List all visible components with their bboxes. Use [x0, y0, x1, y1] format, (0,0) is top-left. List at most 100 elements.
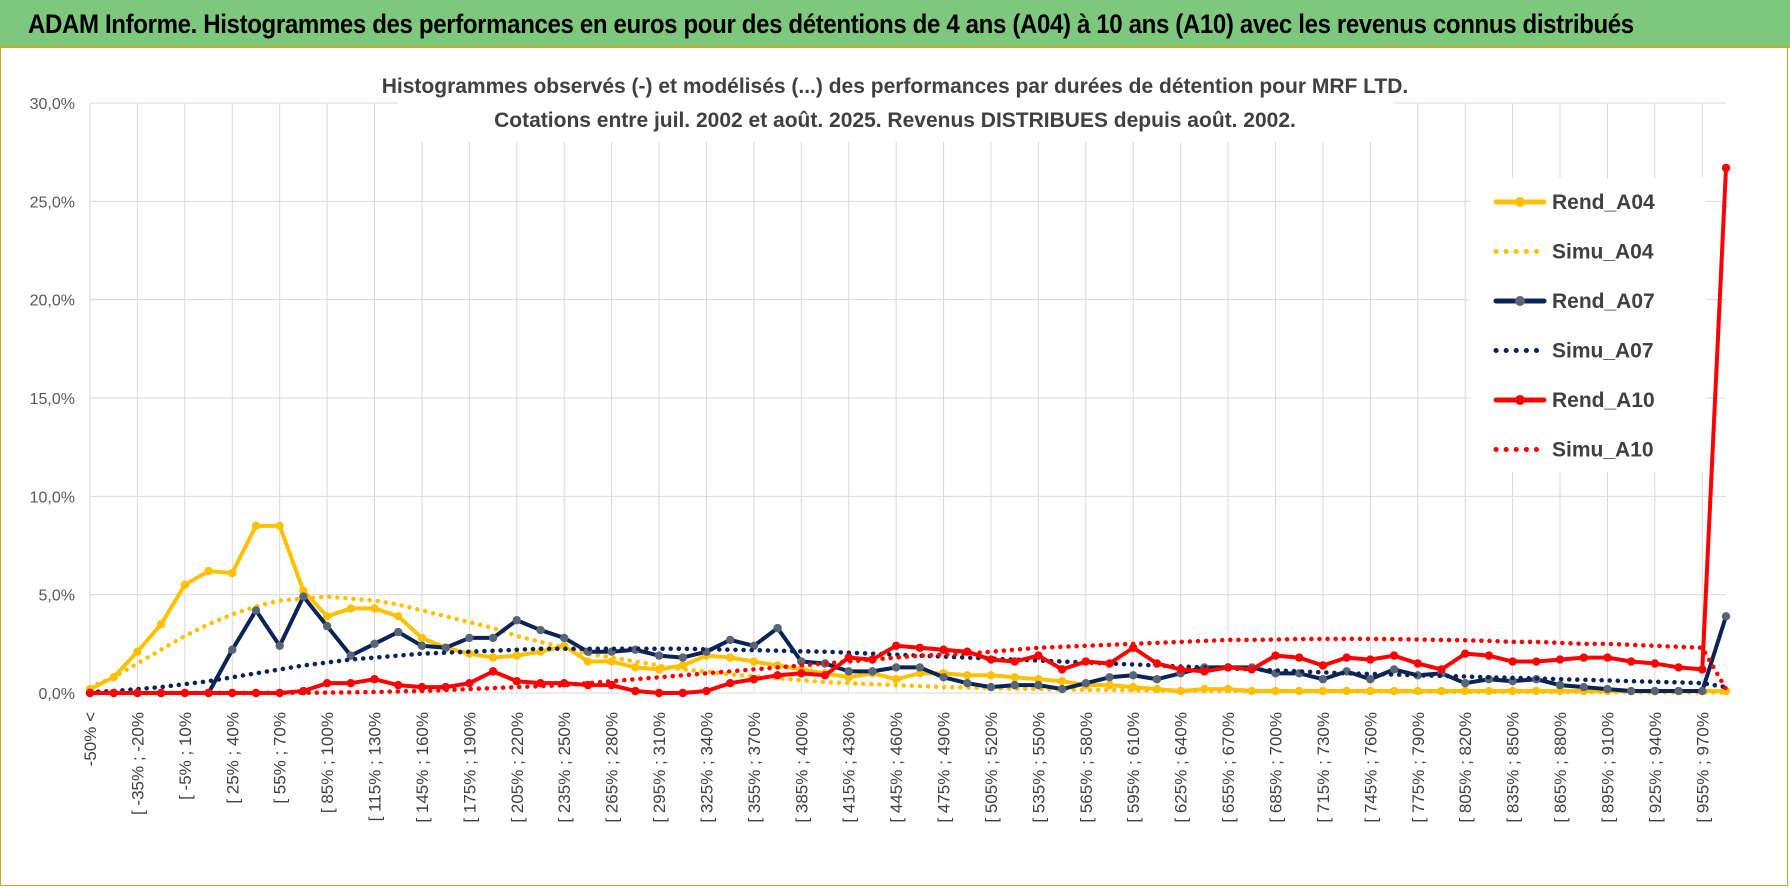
data-point: [1129, 671, 1138, 680]
data-point: [1555, 680, 1565, 690]
legend-label: Simu_A07: [1552, 340, 1654, 363]
data-point: [275, 521, 284, 531]
data-point: [204, 688, 213, 698]
data-point: [322, 678, 332, 688]
series-line: [87, 646, 1729, 695]
data-point: [1152, 659, 1162, 668]
x-tick-label: [ 355% ; 370%: [745, 712, 764, 823]
data-point: [1698, 665, 1707, 674]
x-tick-label: [ 55% ; 70%: [271, 712, 290, 804]
data-point: [797, 669, 806, 678]
data-point: [512, 651, 521, 660]
data-point: [1057, 684, 1067, 694]
y-tick-label: 10,0%: [30, 489, 75, 506]
data-point: [1413, 659, 1422, 668]
data-point: [322, 621, 332, 631]
data-point: [1105, 680, 1114, 690]
x-tick-label: [ 835% ; 850%: [1504, 712, 1523, 823]
data-point: [465, 678, 474, 688]
x-tick-label: [ 565% ; 580%: [1077, 712, 1096, 823]
chart-title-line-2: Cotations entre juil. 2002 et août. 2025…: [494, 109, 1296, 132]
data-point: [1721, 163, 1731, 173]
series-rend_a10: [85, 163, 1731, 698]
data-point: [1626, 686, 1636, 696]
data-point: [891, 663, 901, 672]
data-point: [204, 566, 213, 576]
data-point: [346, 604, 356, 613]
data-point: [986, 682, 996, 692]
x-tick-label: -50% <: [81, 712, 100, 766]
data-point: [180, 580, 190, 590]
data-point: [1342, 653, 1351, 662]
data-point: [1318, 675, 1328, 684]
x-tick-label: [ 445% ; 460%: [887, 712, 906, 823]
data-point: [1034, 651, 1043, 660]
x-tick-label: [ 535% ; 550%: [1029, 712, 1048, 823]
data-point: [1200, 667, 1209, 676]
data-point: [1318, 661, 1328, 670]
x-tick-label: [ 145% ; 160%: [413, 712, 432, 823]
data-point: [299, 586, 308, 595]
y-tick-label: 30,0%: [30, 96, 75, 113]
data-point: [536, 625, 545, 635]
data-point: [678, 653, 687, 662]
legend-label: Simu_A04: [1552, 241, 1654, 264]
x-tick-label: [ 85% ; 100%: [318, 712, 337, 813]
data-point: [346, 678, 356, 688]
data-point: [228, 688, 237, 698]
chart-title-background: [398, 68, 1393, 142]
data-point: [488, 633, 498, 643]
data-point: [1105, 659, 1114, 668]
data-point: [891, 641, 901, 650]
data-point: [725, 653, 735, 662]
data-point: [1176, 665, 1185, 674]
x-axis: -50% < [ -35% ; -20% [ -5% ; 10% [ 25% ; 40…: [81, 712, 1712, 823]
data-point: [133, 647, 142, 656]
data-point: [844, 673, 853, 682]
data-point: [441, 643, 450, 652]
data-point: [488, 653, 498, 662]
data-point: [1129, 643, 1138, 652]
x-tick-label: [ 235% ; 250%: [555, 712, 574, 823]
data-point: [1555, 655, 1565, 664]
data-point: [1152, 675, 1162, 684]
y-tick-label: 20,0%: [30, 293, 75, 310]
x-tick-label: [ 505% ; 520%: [982, 712, 1001, 823]
data-point: [1057, 677, 1067, 686]
data-point: [1271, 651, 1280, 660]
y-axis: 0,0% 5,0% 10,0% 15,0% 20,0% 25,0% 30,0%: [30, 96, 75, 703]
x-tick-label: [ 265% ; 280%: [603, 712, 622, 823]
data-point: [1484, 651, 1494, 660]
data-point: [394, 627, 403, 637]
chart-title-line-1: Histogrammes observés (-) et modélisés (…: [382, 75, 1409, 98]
legend-marker: [1515, 395, 1525, 405]
data-point: [749, 657, 759, 666]
data-point: [251, 688, 261, 698]
data-point: [394, 612, 403, 621]
data-point: [251, 606, 261, 615]
series-line: [88, 165, 1728, 695]
data-point: [488, 667, 498, 676]
series-simu_a07: [87, 646, 1729, 695]
y-tick-label: 25,0%: [30, 194, 75, 211]
legend-background: [1470, 178, 1706, 472]
data-point: [1034, 675, 1043, 684]
data-point: [156, 619, 166, 629]
legend-label: Rend_A04: [1552, 191, 1655, 214]
data-point: [228, 568, 237, 578]
data-point: [820, 671, 830, 680]
data-point: [1105, 673, 1114, 682]
data-point: [1389, 665, 1399, 674]
data-point: [417, 633, 427, 643]
data-point: [1460, 649, 1470, 658]
x-tick-label: [ 415% ; 430%: [840, 712, 859, 823]
x-tick-label: [ 805% ; 820%: [1456, 712, 1475, 823]
data-point: [749, 675, 759, 684]
data-point: [1010, 680, 1019, 690]
data-point: [1508, 657, 1517, 666]
data-point: [299, 592, 308, 601]
data-point: [1389, 651, 1399, 660]
x-tick-label: [ -35% ; -20%: [128, 712, 147, 815]
data-point: [915, 663, 925, 672]
